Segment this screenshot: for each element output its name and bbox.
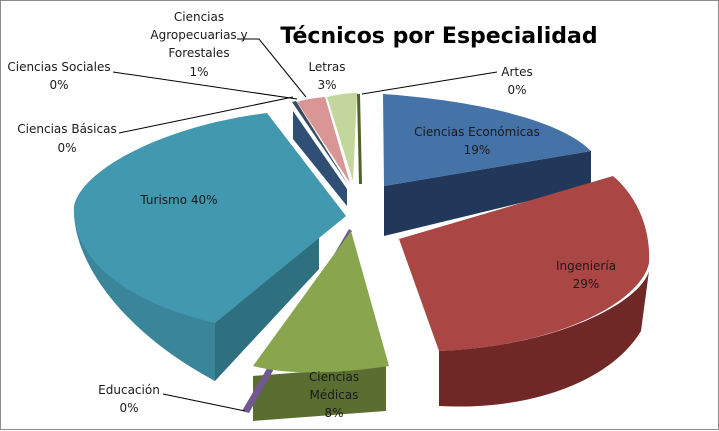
slice-economicas — [383, 94, 591, 186]
slice-side-ingenieria — [439, 271, 649, 407]
slice-basicas — [293, 111, 347, 206]
leader-educacion — [162, 393, 246, 412]
label-basicas-value: 0% — [57, 141, 76, 155]
label-educacion-name: Educación — [98, 383, 160, 397]
slice-letras — [327, 93, 357, 181]
label-agropecuarias-line1: Ciencias — [174, 10, 224, 24]
label-medicas-line1: Ciencias — [309, 370, 359, 384]
label-artes-value: 0% — [507, 83, 526, 97]
label-letras-value: 3% — [317, 78, 336, 92]
label-economicas-value: 19% — [464, 143, 491, 157]
slice-ingenieria — [399, 176, 650, 351]
slice-medicas — [253, 231, 389, 373]
leader-artes — [361, 71, 498, 95]
chart-title: Técnicos por Especialidad — [280, 24, 597, 49]
slice-turismo — [73, 113, 346, 323]
label-turismo-value: 40% — [191, 193, 218, 207]
label-sociales-value: 0% — [49, 78, 68, 92]
label-artes-name: Artes — [501, 65, 532, 79]
label-agropecuarias-line2: Agropecuarias y — [150, 28, 247, 42]
slice-tops — [73, 93, 650, 413]
label-ingenieria-value: 29% — [573, 277, 600, 291]
slice-side-economicas — [384, 151, 591, 236]
label-medicas-value: 8% — [324, 406, 343, 420]
leader-sociales — [112, 71, 298, 100]
label-economicas-name: Ciencias Económicas — [414, 125, 540, 139]
leader-agropecuarias — [237, 38, 307, 98]
label-basicas-name: Ciencias Básicas — [17, 122, 116, 136]
slice-agropecuarias — [297, 97, 350, 183]
leader-basicas — [118, 96, 294, 134]
label-educacion-value: 0% — [119, 401, 138, 415]
leader-lines — [112, 38, 498, 412]
label-letras-name: Letras — [308, 60, 345, 74]
label-medicas-line2: Médicas — [310, 388, 359, 402]
label-sociales-name: Ciencias Sociales — [7, 60, 110, 74]
label-agropecuarias-value: 1% — [189, 65, 208, 79]
slice-artes — [357, 94, 362, 184]
label-ingenieria-name: Ingeniería — [556, 259, 616, 273]
label-turismo: Turismo 40% — [139, 193, 217, 207]
slice-side-medicas — [253, 366, 386, 421]
slice-sociales — [292, 101, 349, 186]
label-agropecuarias-line3: Forestales — [168, 46, 229, 60]
label-turismo-name: Turismo — [139, 193, 187, 207]
